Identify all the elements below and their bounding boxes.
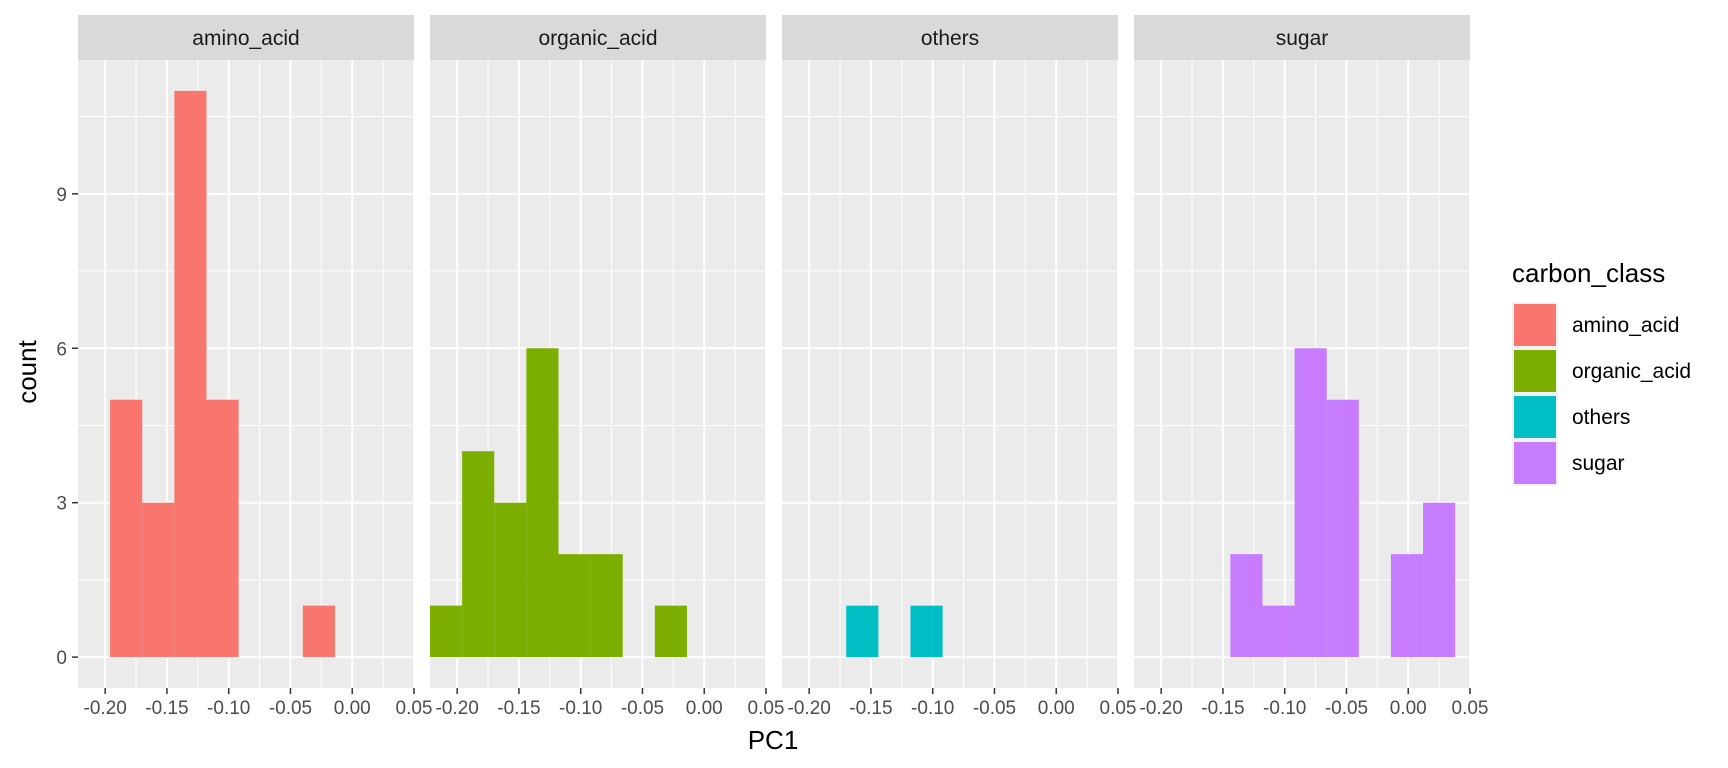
- histogram-bar: [430, 605, 463, 658]
- x-tick-label: -0.10: [559, 698, 602, 719]
- legend-label: organic_acid: [1572, 360, 1691, 383]
- histogram-bar: [1326, 399, 1359, 658]
- facet-strip-label: amino_acid: [192, 27, 299, 50]
- x-axes: -0.20 -0.15 -0.10 -0.05 0.00 0.05 -0.20 -0.15 -0…: [84, 688, 1489, 719]
- y-tick-label: 6: [56, 339, 67, 360]
- legend: carbon_class amino_acid organic_acidother…: [1512, 258, 1691, 486]
- legend-item-others: others: [1512, 394, 1630, 440]
- x-tick-label: 0.05: [1452, 698, 1489, 719]
- facet-strip: [430, 15, 766, 60]
- histogram-bar: [1230, 554, 1263, 658]
- y-tick-label: 3: [56, 494, 67, 515]
- histogram-bar: [846, 605, 879, 658]
- histogram-bar: [1423, 502, 1456, 658]
- legend-label: amino_acid: [1572, 314, 1679, 337]
- facet-strip-label: organic_acid: [538, 27, 657, 50]
- y-tick-label: 9: [56, 185, 67, 206]
- x-tick-label: 0.05: [396, 698, 433, 719]
- histogram-bar: [1294, 348, 1327, 658]
- facet-strip-label: others: [921, 27, 979, 50]
- x-tick-label: 0.00: [686, 698, 723, 719]
- histogram-bar: [910, 605, 943, 658]
- histogram-bar: [526, 348, 559, 658]
- y-tick-label: 0: [56, 648, 67, 669]
- histogram-bar: [302, 605, 335, 658]
- histogram-bar: [494, 502, 527, 658]
- x-tick-label: -0.15: [1201, 698, 1244, 719]
- legend-swatch: [1514, 396, 1556, 438]
- histogram-bar: [654, 605, 687, 658]
- x-tick-label: 0.00: [1390, 698, 1427, 719]
- histogram-bar: [1390, 554, 1424, 658]
- x-tick-label: -0.20: [1140, 698, 1183, 719]
- facet-panels: amino_acid organic_acid others sugar: [78, 15, 1471, 688]
- histogram-bar: [174, 90, 207, 658]
- facet-panel-organic_acid: organic_acid: [430, 15, 767, 688]
- facet-strip: [782, 15, 1118, 60]
- x-tick-label: -0.20: [436, 698, 479, 719]
- x-tick-label: -0.05: [973, 698, 1016, 719]
- x-tick-label: 0.05: [748, 698, 785, 719]
- y-axis-title: count: [12, 339, 42, 403]
- x-tick-label: -0.05: [621, 698, 664, 719]
- x-tick-label: -0.05: [269, 698, 312, 719]
- histogram-bar: [590, 554, 623, 658]
- panel-background: [782, 60, 1118, 688]
- histogram-bar: [206, 399, 239, 658]
- facet-panel-others: others: [782, 15, 1119, 688]
- histogram-bar: [1262, 605, 1295, 658]
- facet-panel-sugar: sugar: [1134, 15, 1471, 688]
- legend-item-amino_acid: amino_acid: [1512, 302, 1679, 348]
- facet-strip: [1134, 15, 1470, 60]
- x-tick-label: -0.10: [911, 698, 954, 719]
- facet-panel-amino_acid: amino_acid: [78, 15, 415, 688]
- x-tick-label: -0.10: [207, 698, 250, 719]
- legend-label: others: [1572, 406, 1630, 429]
- x-tick-label: -0.15: [145, 698, 188, 719]
- x-tick-label: 0.00: [1038, 698, 1075, 719]
- x-tick-label: -0.20: [788, 698, 831, 719]
- y-axis: 0 3 6 9: [56, 185, 78, 669]
- histogram-bar: [558, 554, 591, 658]
- histogram-bar: [462, 451, 495, 658]
- x-tick-label: 0.05: [1100, 698, 1137, 719]
- legend-item-organic_acid: organic_acid: [1512, 348, 1691, 394]
- legend-swatch: [1514, 350, 1556, 392]
- legend-title: carbon_class: [1512, 258, 1665, 288]
- facet-strip: [78, 15, 414, 60]
- x-tick-label: -0.10: [1263, 698, 1306, 719]
- histogram-bar: [110, 399, 143, 658]
- legend-swatch: [1514, 442, 1556, 484]
- x-tick-label: -0.15: [497, 698, 540, 719]
- legend-swatch: [1514, 304, 1556, 346]
- legend-label: sugar: [1572, 452, 1625, 475]
- x-tick-label: 0.00: [334, 698, 371, 719]
- x-axis-title: PC1: [748, 725, 799, 755]
- x-tick-label: -0.20: [84, 698, 127, 719]
- x-tick-label: -0.15: [849, 698, 892, 719]
- x-tick-label: -0.05: [1325, 698, 1368, 719]
- histogram-bar: [142, 502, 175, 658]
- legend-item-sugar: sugar: [1512, 440, 1625, 486]
- facet-strip-label: sugar: [1276, 27, 1329, 50]
